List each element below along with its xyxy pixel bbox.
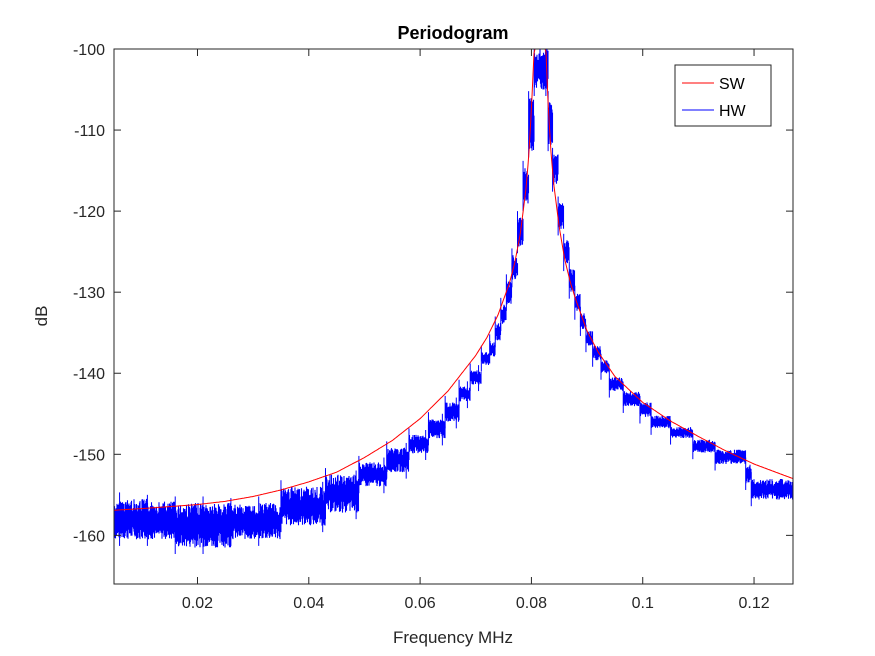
y-tick-label: -100 xyxy=(73,42,105,59)
x-tick-label: 0.1 xyxy=(632,595,654,612)
y-tick-label: -110 xyxy=(74,123,105,140)
y-tick-label: -120 xyxy=(73,204,105,221)
legend: SW HW xyxy=(675,65,771,126)
x-tick-label: 0.12 xyxy=(738,595,769,612)
y-tick-label: -130 xyxy=(73,285,105,302)
x-tick-label: 0.06 xyxy=(405,595,436,612)
chart-title: Periodogram xyxy=(397,23,508,43)
x-axis-label: Frequency MHz xyxy=(393,628,513,647)
plot-area xyxy=(114,49,793,584)
x-tick-label: 0.04 xyxy=(293,595,324,612)
y-tick-label: -150 xyxy=(73,447,105,464)
y-tick-label: -140 xyxy=(73,366,105,383)
x-tick-label: 0.08 xyxy=(516,595,547,612)
legend-label-hw: HW xyxy=(719,103,747,120)
y-axis-label: dB xyxy=(32,306,51,327)
legend-label-sw: SW xyxy=(719,76,746,93)
x-tick-label: 0.02 xyxy=(182,595,213,612)
y-tick-label: -160 xyxy=(73,528,105,545)
